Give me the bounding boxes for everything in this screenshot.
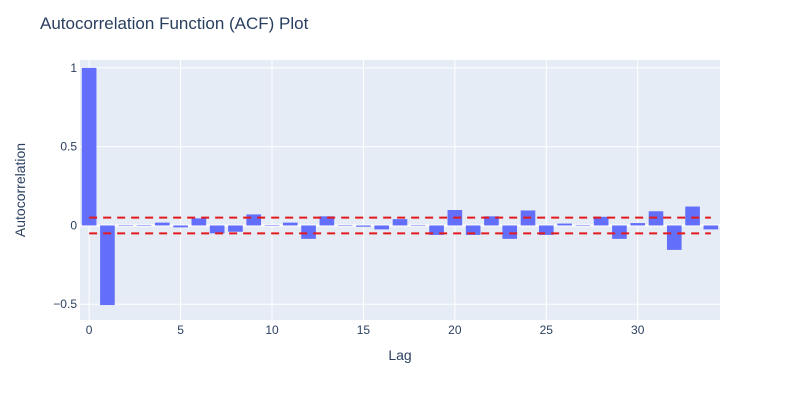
acf-bar [301,225,316,239]
x-tick-label: 30 [631,323,645,337]
acf-bar [118,225,134,226]
acf-bar [538,225,554,235]
bars [81,67,719,306]
acf-bar [484,216,499,226]
x-tick-label: 10 [265,323,279,337]
acf-bar [593,216,609,226]
chart-title: Autocorrelation Function (ACF) Plot [40,14,309,33]
acf-bar [209,225,225,234]
plot-background [80,60,720,320]
acf-bar [410,225,426,226]
x-tick-label: 20 [448,323,462,337]
acf-bar [374,225,390,230]
acf-bar [100,225,115,306]
acf-bar [81,67,97,226]
x-tick-labels: 0 5 10 15 20 25 30 [86,323,645,337]
x-tick-label: 25 [540,323,554,337]
acf-bar [356,225,371,227]
acf-bar [282,222,298,226]
acf-bar [173,225,188,228]
y-tick-label: 0.5 [60,140,77,154]
acf-bar [228,225,243,232]
acf-bar [685,206,700,226]
acf-bar [154,222,170,226]
acf-bar [575,225,591,226]
acf-bar [557,223,572,226]
y-tick-labels: −0.5 0 0.5 1 [53,61,77,311]
acf-bar [136,225,152,226]
acf-bar [502,225,518,239]
acf-bar [429,225,444,235]
acf-bar [246,214,262,226]
acf-bar [703,225,719,230]
y-tick-label: 0 [70,218,77,232]
x-tick-label: 0 [86,323,93,337]
x-axis-title: Lag [388,347,411,363]
acf-bar [319,216,335,226]
y-tick-label: 1 [70,61,77,75]
acf-bar [612,225,627,239]
acf-bar [264,225,280,226]
y-tick-label: −0.5 [53,297,77,311]
acf-bar [392,219,408,226]
acf-bar [465,225,481,235]
x-tick-label: 15 [357,323,371,337]
acf-bar [337,225,353,226]
acf-bar [630,223,646,226]
acf-bar [666,225,682,250]
acf-bar [191,218,207,226]
y-axis-title: Autocorrelation [12,143,28,237]
x-tick-label: 5 [177,323,184,337]
confidence-bounds [89,216,711,235]
